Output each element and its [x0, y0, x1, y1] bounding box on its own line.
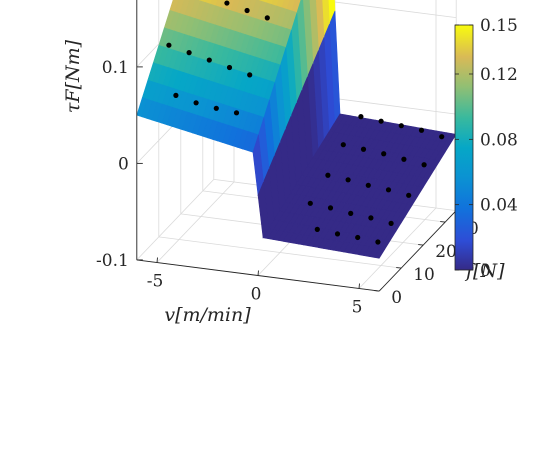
measurement-point: [213, 105, 219, 111]
y-axis-line: [378, 210, 457, 292]
measurement-point: [348, 210, 354, 216]
surface: [136, 0, 457, 259]
measurement-point: [388, 220, 394, 226]
measurement-point: [401, 156, 407, 162]
measurement-point: [381, 151, 387, 157]
z-axis-title: τF[Nm]: [62, 39, 84, 113]
measurement-point: [307, 200, 313, 206]
measurement-point: [186, 50, 192, 56]
measurement-point: [421, 162, 427, 168]
measurement-point: [233, 110, 240, 116]
measurement-point: [385, 187, 392, 193]
y-axis-tick: [396, 267, 402, 269]
measurement-point: [244, 7, 250, 14]
x-axis-title: v[m/min]: [164, 304, 251, 326]
grid-line-x: [358, 207, 437, 289]
colorbar-tick-label: 0: [480, 261, 491, 281]
x-axis-tick: [358, 283, 360, 289]
measurement-point: [418, 127, 425, 133]
measurement-point: [439, 134, 445, 140]
grid-line-y: [158, 236, 402, 269]
x-axis-tick: [257, 270, 259, 276]
measurement-point: [206, 57, 212, 63]
axes: [136, 0, 457, 292]
y-axis-tick: [418, 244, 424, 246]
measurement-point: [406, 192, 412, 198]
measurement-point: [226, 64, 233, 71]
colorbar-tick-label: 0.04: [480, 196, 518, 216]
measurement-points: [166, 0, 445, 245]
x-tick-label: 5: [352, 298, 363, 318]
measurement-point: [327, 205, 334, 211]
x-axis-tick: [156, 257, 158, 263]
x-tick-label: 0: [251, 285, 262, 305]
measurement-point: [334, 231, 341, 237]
measurement-point: [314, 226, 320, 232]
colorbar-tick-label: 0.08: [480, 130, 518, 150]
x-tick-label: -5: [147, 272, 164, 292]
measurement-point: [378, 118, 384, 124]
y-axis-tick: [374, 290, 380, 292]
colorbar-tick-label: 0.12: [480, 65, 518, 85]
measurement-point: [325, 172, 331, 178]
measurement-point: [224, 0, 230, 6]
measurement-point: [355, 234, 361, 241]
measurement-point: [166, 42, 172, 48]
tick-labels: 0.20.10-0.1-5050102030v[m/min]f[N]τF[Nm]: [62, 39, 505, 326]
measurement-point: [360, 146, 367, 152]
surface-patch: [373, 248, 386, 259]
y-tick-label: 10: [413, 265, 435, 285]
measurement-point: [368, 215, 374, 221]
measurement-point: [247, 72, 253, 78]
z-tick-label: 0: [118, 154, 129, 174]
measurement-point: [193, 100, 199, 106]
grid-line-z: [136, 179, 215, 261]
z-tick-label: -0.1: [96, 251, 129, 271]
colorbar-bar: [454, 24, 474, 271]
measurement-point: [345, 177, 351, 183]
z-tick-label: 0.1: [102, 58, 129, 78]
y-axis-title: f[N]: [464, 260, 505, 282]
y-tick-label: 20: [435, 242, 457, 262]
colorbar-tick-label: 0.15: [480, 16, 518, 36]
measurement-point: [375, 239, 381, 245]
measurement-point: [173, 92, 179, 98]
measurement-point: [340, 142, 346, 148]
y-axis-tick: [440, 221, 446, 223]
y-tick-label: 0: [391, 288, 402, 308]
measurement-point: [358, 114, 364, 120]
measurement-point: [365, 182, 371, 188]
measurement-point: [398, 123, 404, 129]
measurement-point: [264, 15, 270, 21]
grid-line-x: [156, 181, 235, 263]
colorbar: 0.15 0.12 0.08 0.04 0: [454, 16, 518, 281]
